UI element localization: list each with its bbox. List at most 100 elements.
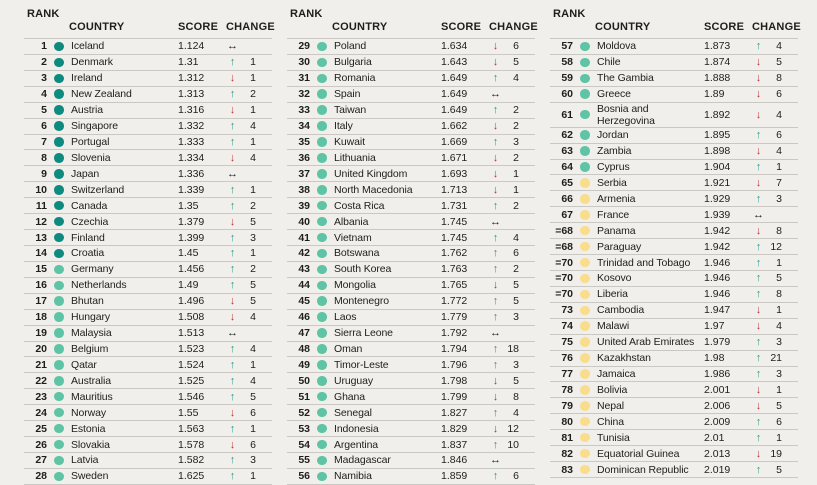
table-row: 64 Cyprus 1.904 ↑ 1: [550, 158, 798, 175]
country-label: Nepal: [597, 399, 624, 412]
up-arrow-icon: ↑: [492, 470, 499, 483]
change-value: 4: [250, 151, 256, 164]
down-arrow-icon: ↓: [755, 176, 762, 189]
change-value: 5: [250, 390, 256, 403]
dot-cell: [54, 439, 71, 450]
rank-value: 1: [41, 40, 47, 53]
dot-cell: [580, 369, 597, 379]
country-label: Malawi: [597, 320, 630, 333]
change-cell: ↑ 4: [489, 407, 535, 419]
score-value: 1.124: [178, 40, 205, 53]
country-label: Moldova: [597, 40, 636, 53]
score-value: 1.582: [178, 454, 205, 467]
score-value: 1.316: [178, 104, 205, 117]
change-value: 1: [776, 383, 782, 396]
score-value: 1.979: [704, 336, 731, 349]
peace-tier-dot-icon: [580, 289, 590, 300]
country-label: Armenia: [597, 192, 636, 205]
score-value: 1.921: [704, 176, 731, 189]
table-row: 7 Portugal 1.333 ↑ 1: [24, 133, 272, 150]
peace-tier-dot-icon: [54, 407, 64, 418]
change-value: 6: [776, 129, 782, 142]
down-arrow-icon: ↓: [755, 56, 762, 69]
peace-tier-dot-icon: [317, 216, 327, 227]
change-cell: ↑ 2: [226, 200, 272, 212]
table-row: 48 Oman 1.794 ↑ 18: [287, 340, 535, 357]
table-row: 4 New Zealand 1.313 ↑ 2: [24, 85, 272, 102]
up-arrow-icon: ↑: [229, 279, 236, 292]
change-value: 1: [776, 256, 782, 269]
rank-value: 83: [561, 463, 573, 476]
down-arrow-icon: ↓: [229, 72, 236, 85]
table-row: 55 Madagascar 1.846 ↔: [287, 451, 535, 468]
change-cell: ↓ 7: [752, 177, 798, 189]
table-row: 12 Czechia 1.379 ↓ 5: [24, 213, 272, 229]
dot-cell: [54, 248, 71, 259]
dot-cell: [54, 137, 71, 147]
dot-cell: [317, 471, 334, 482]
change-value: 3: [776, 192, 782, 205]
change-cell: ↓ 4: [752, 320, 798, 332]
change-column-header: CHANGE: [752, 21, 801, 33]
table-row: 25 Estonia 1.563 ↑ 1: [24, 420, 272, 436]
score-value: 1.873: [704, 40, 731, 53]
score-value: 1.796: [441, 358, 468, 371]
change-value: 5: [250, 215, 256, 228]
dot-cell: [54, 376, 71, 386]
change-cell: ↓ 1: [752, 304, 798, 316]
peace-tier-dot-icon: [317, 73, 327, 84]
rank-value: =70: [555, 256, 573, 269]
table-row: 41 Vietnam 1.745 ↑ 4: [287, 229, 535, 245]
change-cell: ↔: [489, 88, 535, 100]
country-label: South Korea: [334, 263, 392, 276]
down-arrow-icon: ↓: [229, 215, 236, 228]
country-label: Greece: [597, 88, 631, 101]
left-right-arrow-icon: ↔: [227, 167, 238, 180]
rank-value: 50: [298, 374, 310, 387]
country-label: Jamaica: [597, 367, 636, 380]
table-row: 79 Nepal 2.006 ↓ 5: [550, 397, 798, 413]
dot-cell: [317, 232, 334, 243]
peace-tier-dot-icon: [54, 169, 64, 179]
up-arrow-icon: ↑: [229, 183, 236, 196]
table-row: 26 Slovakia 1.578 ↓ 6: [24, 436, 272, 452]
country-label: Albania: [334, 215, 369, 228]
left-right-arrow-icon: ↔: [490, 215, 501, 228]
change-value: 1: [250, 56, 256, 69]
score-value: 1.946: [704, 256, 731, 269]
rank-column-header: RANK: [553, 8, 586, 20]
down-arrow-icon: ↓: [755, 145, 762, 158]
peace-tier-dot-icon: [54, 455, 64, 466]
change-cell: ↑ 4: [752, 40, 798, 52]
change-cell: ↓ 19: [752, 448, 798, 460]
country-label: France: [597, 208, 630, 221]
peace-tier-dot-icon: [317, 137, 327, 147]
country-label: Finland: [71, 231, 105, 244]
rank-value: 55: [298, 454, 310, 467]
table-row: 47 Sierra Leone 1.792 ↔: [287, 324, 535, 341]
peace-tier-dot-icon: [54, 423, 64, 434]
country-label: Ghana: [334, 390, 366, 403]
table-row: 44 Mongolia 1.765 ↓ 5: [287, 276, 535, 293]
change-cell: ↓ 12: [489, 423, 535, 435]
peace-tier-dot-icon: [317, 169, 327, 179]
peace-tier-dot-icon: [54, 312, 64, 322]
change-cell: ↑ 18: [489, 343, 535, 355]
score-value: 1.45: [178, 247, 199, 260]
dot-cell: [580, 241, 597, 252]
country-label: Bulgaria: [334, 56, 372, 69]
change-value: 1: [250, 104, 256, 117]
dot-cell: [580, 178, 597, 188]
country-label: Jordan: [597, 129, 629, 142]
peace-tier-dot-icon: [54, 185, 64, 195]
change-cell: ↓ 8: [752, 225, 798, 237]
change-cell: ↓ 1: [752, 384, 798, 396]
change-cell: ↓ 5: [489, 375, 535, 387]
peace-tier-dot-icon: [317, 41, 327, 52]
country-label: Italy: [334, 120, 353, 133]
change-value: 5: [776, 463, 782, 476]
country-column-header: COUNTRY: [595, 21, 651, 33]
change-value: 3: [513, 135, 519, 148]
score-value: 1.312: [178, 72, 205, 85]
change-value: 4: [250, 374, 256, 387]
